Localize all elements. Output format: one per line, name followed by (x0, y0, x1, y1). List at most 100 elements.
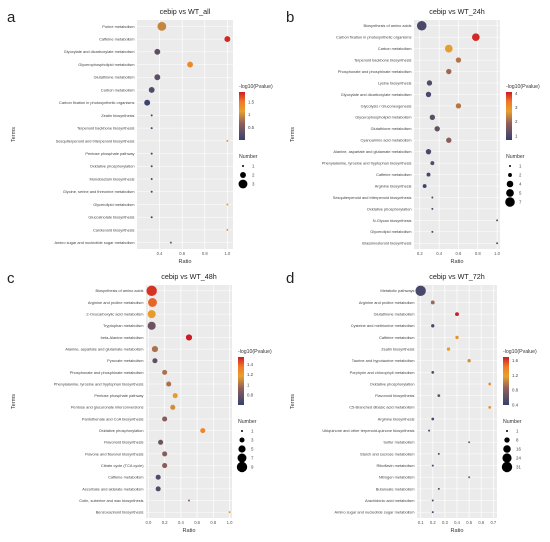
x-tick-label: 0.4 (178, 520, 184, 525)
data-point (172, 393, 178, 399)
term-label: Phenylalanine, tyrosine and tryptophan b… (322, 161, 412, 166)
term-label: Pyruvate metabolism (107, 358, 143, 363)
data-point (226, 139, 229, 142)
term-label: Cysteine and methionine metabolism (351, 323, 415, 328)
size-legend-label: 4 (519, 182, 522, 187)
x-tick-label: 1.0 (227, 520, 233, 525)
term-label: Citrate cycle (TCA cycle) (101, 463, 144, 468)
data-point (162, 451, 168, 457)
x-tick-label: 0.7 (490, 520, 496, 525)
panel-b: b cebip vs WT_24h Biosynthesis of amino ac… (286, 7, 540, 265)
color-legend-tick: 2 (515, 119, 518, 124)
term-label: Starch and sucrose metabolism (360, 451, 415, 456)
y-axis-label: Terms (290, 394, 296, 409)
color-legend-tick: 1.6 (512, 358, 519, 363)
term-label: Oxidative phosphorylation (90, 164, 135, 169)
data-point (434, 126, 440, 132)
data-point (415, 285, 426, 297)
term-label: Arginine and proline metabolism (88, 300, 144, 305)
size-legend-label: 24 (516, 456, 521, 461)
x-tick-label: 0.8 (475, 251, 481, 256)
data-point (431, 207, 434, 210)
plot-area (137, 20, 233, 249)
data-point (162, 463, 168, 469)
data-point (228, 511, 231, 514)
term-label: Caffeine metabolism (108, 475, 143, 480)
term-label: Zeatin biosynthesis (101, 113, 134, 118)
term-label: Porphyrin and chlorophyll metabolism (350, 370, 415, 375)
data-point (426, 80, 433, 86)
color-legend-tick: 0.8 (512, 388, 519, 393)
data-point (422, 184, 427, 188)
x-tick-label: 1.0 (224, 251, 230, 256)
data-point (188, 499, 190, 502)
data-point (472, 33, 480, 42)
x-tick-label: 0.8 (202, 251, 208, 256)
term-label: Glycerophospholipid metabolism (355, 115, 411, 120)
size-legend-label: 1 (252, 164, 255, 169)
term-label: Cutin, suberine and wax biosynthesis (79, 498, 143, 503)
data-point (144, 99, 151, 106)
size-legend-dot (508, 173, 512, 177)
term-label: Arginine biosynthesis (378, 416, 415, 421)
term-label: Glutathione metabolism (371, 126, 412, 131)
term-label: Sulfur metabolism (383, 440, 414, 445)
term-label: Carbon metabolism (378, 46, 412, 51)
term-label: Metabolic pathways (380, 288, 414, 293)
size-legend-label: 5 (519, 191, 522, 196)
size-legend-label: 2 (252, 173, 255, 178)
data-point (148, 298, 157, 307)
color-legend-tick: 1 (515, 133, 518, 138)
size-legend-dot (242, 165, 244, 167)
data-point (150, 190, 153, 193)
color-legend-tick: 3 (515, 105, 518, 110)
term-label: Phosphonate and phosphinate metabolism (70, 370, 144, 375)
size-legend-label: 8 (516, 438, 519, 443)
data-point (488, 405, 492, 409)
panel-title: cebip vs WT_all (160, 7, 211, 16)
x-tick-label: 0.5 (466, 520, 472, 525)
color-legend-tick: 4 (515, 91, 518, 96)
color-legend-bar (506, 92, 512, 140)
x-axis-label: Ratio (182, 528, 195, 534)
data-point (185, 334, 193, 341)
x-tick-label: 0.3 (442, 520, 448, 525)
term-label: Caffeine metabolism (99, 36, 134, 41)
data-point (150, 165, 153, 168)
size-legend-label: 3 (252, 182, 255, 187)
data-point (155, 474, 161, 480)
term-label: Phosphonate and phosphinate metabolism (338, 69, 412, 74)
panel-d: d cebip vs WT_72h Metabolic pathways Argini… (286, 270, 537, 534)
term-label: Glycine, serine and threonine metabolism (63, 189, 135, 194)
panel-title: cebip vs WT_24h (429, 7, 485, 16)
data-point (446, 347, 451, 351)
size-legend-label: 3 (251, 438, 254, 443)
term-label: Carbon fixation in photosynthetic organi… (336, 35, 412, 40)
term-label: Arginine and proline metabolism (359, 300, 415, 305)
size-legend-title: Number (503, 419, 522, 425)
term-label: Lysine biosynthesis (378, 80, 412, 85)
data-point (151, 345, 159, 353)
data-point (154, 48, 161, 55)
term-label: Glutathione metabolism (374, 312, 415, 317)
term-label: Pentose and glucuronate interconversions (71, 405, 144, 410)
panel-letter: b (286, 9, 294, 26)
data-point (150, 152, 153, 155)
x-tick-label: 0.4 (436, 251, 442, 256)
term-label: Cyanoamino acid metabolism (360, 138, 411, 143)
term-label: Arachidonic acid metabolism (365, 498, 415, 503)
term-label: Ubiquinone and other terpenoid-quinone b… (322, 428, 414, 433)
term-label: Benzoxazinoid biosynthesis (96, 510, 144, 515)
size-legend-label: 2 (519, 173, 522, 178)
x-tick-label: 0.6 (478, 520, 484, 525)
plot-area (146, 285, 232, 518)
data-point (150, 127, 153, 130)
term-label: Alanine, aspartate and glutamate metabol… (65, 346, 143, 351)
data-point (170, 404, 176, 410)
color-legend-tick: 1 (248, 112, 251, 117)
term-label: Caffeine metabolism (379, 335, 414, 340)
y-axis-label: Terms (290, 127, 296, 142)
size-legend-dot (502, 453, 512, 463)
x-tick-label: 1.0 (494, 251, 500, 256)
color-legend-tick: 1 (247, 382, 250, 387)
